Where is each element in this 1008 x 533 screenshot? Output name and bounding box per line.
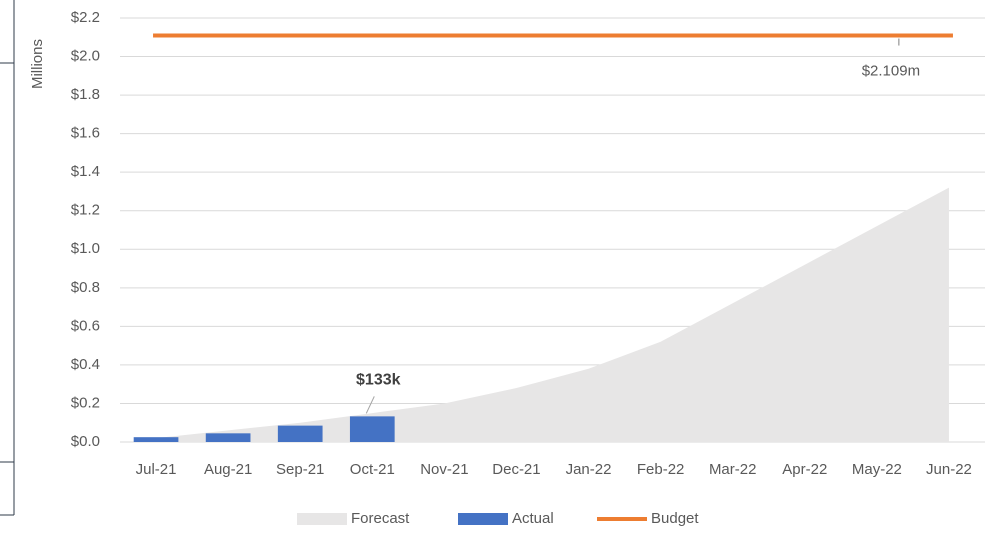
y-tick-label: $0.0	[71, 433, 100, 450]
y-tick-label: $1.8	[71, 86, 100, 103]
y-tick-label: $0.4	[71, 356, 100, 373]
legend-label: Forecast	[351, 510, 410, 527]
legend-swatch	[297, 513, 347, 525]
y-tick-label: $1.0	[71, 240, 100, 257]
x-tick-label: May-22	[852, 461, 902, 478]
x-tick-label: Dec-21	[492, 461, 540, 478]
data-label: $133k	[356, 372, 401, 389]
y-tick-label: $2.0	[71, 48, 100, 65]
bar	[277, 425, 323, 442]
legend-label: Budget	[651, 510, 699, 527]
x-tick-label: Jul-21	[136, 461, 177, 478]
y-tick-label: $2.2	[71, 9, 100, 26]
bar	[349, 416, 395, 442]
x-tick-label: Mar-22	[709, 461, 757, 478]
y-axis-label: Millions	[29, 39, 46, 89]
y-tick-label: $1.4	[71, 163, 100, 180]
y-tick-label: $0.2	[71, 394, 100, 411]
y-tick-label: $0.6	[71, 317, 100, 334]
x-tick-label: Aug-21	[204, 461, 252, 478]
data-label: $2.109m	[862, 63, 920, 80]
x-tick-label: Jun-22	[926, 461, 972, 478]
forecast-area	[156, 187, 949, 442]
x-tick-label: Feb-22	[637, 461, 685, 478]
x-tick-label: Apr-22	[782, 461, 827, 478]
x-tick-label: Nov-21	[420, 461, 468, 478]
bar	[133, 437, 179, 442]
y-tick-label: $0.8	[71, 279, 100, 296]
x-tick-label: Sep-21	[276, 461, 324, 478]
x-tick-label: Oct-21	[350, 461, 395, 478]
label-leader	[365, 396, 375, 414]
bar	[205, 433, 251, 442]
y-tick-label: $1.6	[71, 125, 100, 142]
x-tick-label: Jan-22	[566, 461, 612, 478]
legend-swatch	[458, 513, 508, 525]
legend-label: Actual	[512, 510, 554, 527]
y-tick-label: $1.2	[71, 202, 100, 219]
